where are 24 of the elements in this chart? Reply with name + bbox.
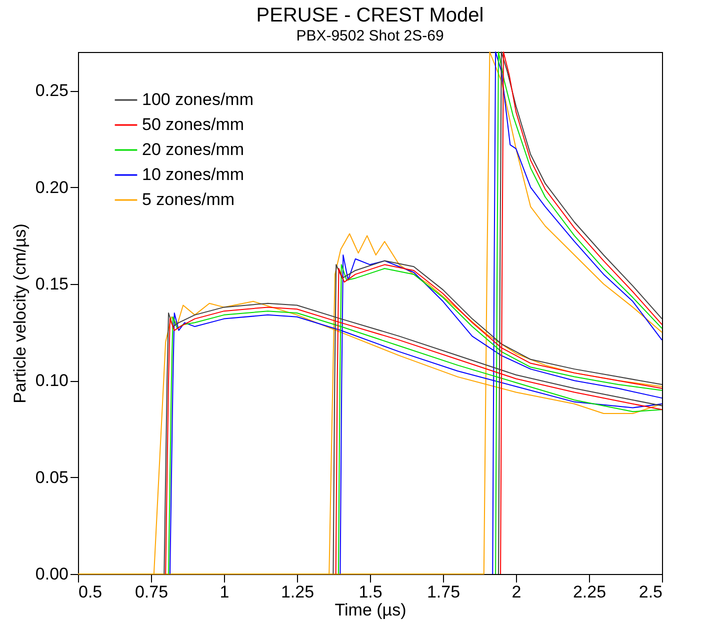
legend-label: 20 zones/mm bbox=[142, 140, 244, 159]
x-tick-label: 1.5 bbox=[358, 582, 382, 602]
x-tick-label: 2.5 bbox=[638, 582, 662, 602]
x-tick-label: 2.25 bbox=[572, 582, 606, 602]
chart-subtitle: PBX-9502 Shot 2S-69 bbox=[296, 28, 444, 44]
y-axis-title: Particle velocity (cm/µs) bbox=[10, 224, 30, 404]
y-tick-label: 0.00 bbox=[35, 564, 68, 584]
legend-label: 50 zones/mm bbox=[142, 115, 244, 134]
x-tick-label: 1.75 bbox=[426, 582, 460, 602]
legend-label: 100 zones/mm bbox=[142, 90, 254, 109]
y-tick-label: 0.25 bbox=[35, 81, 68, 100]
x-tick-label: 0.75 bbox=[134, 582, 168, 602]
x-tick-label: 2 bbox=[512, 582, 522, 602]
chart-title: PERUSE - CREST Model bbox=[256, 4, 484, 26]
y-tick-label: 0.10 bbox=[35, 371, 68, 390]
x-tick-label: 0.5 bbox=[78, 582, 102, 602]
y-tick-label: 0.05 bbox=[35, 468, 68, 487]
legend-label: 10 zones/mm bbox=[142, 165, 244, 184]
x-tick-label: 1 bbox=[220, 582, 230, 602]
y-tick-label: 0.20 bbox=[35, 178, 68, 197]
x-tick-label: 1.25 bbox=[280, 582, 314, 602]
y-tick-label: 0.15 bbox=[35, 274, 68, 294]
x-axis-title: Time (µs) bbox=[334, 600, 406, 620]
legend-label: 5 zones/mm bbox=[142, 190, 235, 209]
